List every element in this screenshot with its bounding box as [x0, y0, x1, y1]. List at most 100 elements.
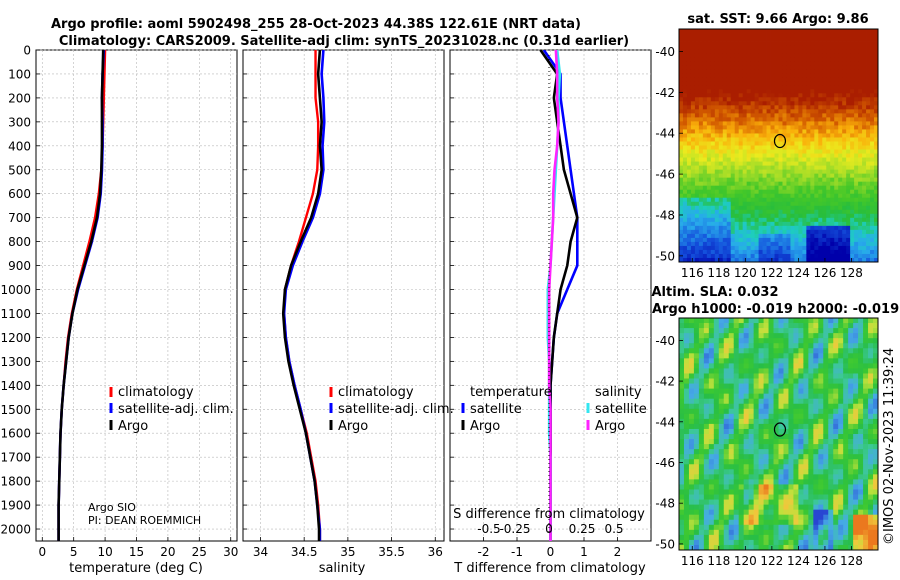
map-cell — [773, 499, 779, 506]
map-cell — [722, 209, 728, 215]
map-cell — [682, 157, 688, 162]
map-cell — [803, 378, 809, 384]
map-cell — [868, 338, 874, 344]
map-cell — [822, 137, 827, 142]
map-cell — [726, 49, 732, 54]
map-cell — [746, 237, 752, 243]
map-cell — [866, 189, 871, 195]
map-cell — [854, 81, 859, 86]
map-cell — [730, 149, 736, 154]
map-cell — [838, 109, 843, 114]
map-cell — [698, 378, 705, 384]
map-cell — [768, 408, 774, 415]
map-cell — [742, 49, 748, 54]
map-cell — [742, 97, 748, 102]
map-cell — [774, 97, 779, 102]
map-cell — [833, 449, 839, 455]
map-cell — [822, 177, 827, 183]
map-cell — [726, 121, 732, 126]
map-cell — [753, 454, 760, 460]
map-cell — [746, 125, 752, 130]
map-cell — [726, 245, 732, 251]
map-cell — [728, 434, 735, 440]
map-cell — [788, 403, 794, 410]
map-cell — [722, 245, 728, 251]
map-cell — [823, 474, 829, 480]
map-cell — [682, 221, 688, 227]
map-cell — [786, 145, 791, 150]
map-cell — [873, 398, 879, 405]
map-cell — [846, 193, 851, 199]
map-cell — [838, 323, 844, 329]
map-cell — [730, 113, 736, 118]
map-cell — [706, 225, 712, 231]
map-cell — [830, 249, 835, 255]
map-cell — [868, 328, 874, 334]
map-cell — [798, 149, 803, 154]
map-cell — [738, 69, 744, 74]
map-cell — [823, 524, 829, 531]
map-cell — [758, 257, 763, 263]
map-cell — [842, 113, 847, 118]
map-cell — [838, 37, 843, 42]
map-cell — [718, 423, 725, 430]
map-cell — [762, 65, 767, 70]
map-cell — [790, 113, 795, 118]
map-cell — [748, 434, 755, 440]
map-cell — [713, 318, 720, 324]
map-cell — [813, 328, 819, 334]
map-cell — [833, 413, 839, 420]
map-cell — [742, 85, 748, 90]
map-cell — [710, 221, 716, 227]
map-cell — [758, 217, 763, 223]
temperature-xlabel: temperature (deg C) — [69, 561, 203, 576]
map-cell — [782, 73, 787, 78]
map-cell — [833, 489, 839, 495]
map-cell — [748, 408, 755, 415]
map-cell — [762, 125, 767, 130]
map-cell — [703, 428, 710, 435]
map-cell — [738, 61, 744, 66]
map-cell — [746, 45, 752, 50]
map-cell — [846, 249, 851, 255]
map-cell — [770, 197, 775, 203]
map-cell — [842, 117, 847, 122]
map-cell — [679, 539, 685, 546]
map-cell — [782, 225, 787, 231]
map-cell — [758, 383, 764, 390]
map-cell — [782, 53, 787, 58]
map-cell — [768, 358, 774, 364]
map-cell — [710, 137, 716, 142]
map-cell — [750, 129, 756, 134]
map-cell — [783, 353, 789, 359]
map-cell — [843, 353, 849, 359]
map-cell — [733, 529, 740, 536]
map-cell — [718, 524, 725, 531]
map-cell — [693, 499, 700, 506]
map-cell — [826, 165, 831, 171]
map-cell — [838, 464, 844, 470]
map-cell — [723, 514, 730, 521]
map-cell — [838, 534, 844, 541]
map-cell — [853, 423, 859, 430]
map-cell — [706, 57, 712, 62]
map-cell — [842, 241, 847, 247]
map-cell — [773, 368, 779, 374]
map-cell — [762, 85, 767, 90]
map-cell — [834, 121, 839, 126]
map-cell — [850, 93, 855, 98]
map-cell — [778, 403, 784, 410]
map-cell — [703, 509, 710, 516]
map-cell — [748, 368, 755, 374]
map-cell — [874, 209, 879, 215]
map-cell — [698, 169, 704, 175]
map-cell — [814, 177, 819, 183]
map-cell — [798, 333, 804, 339]
y-tick-label: 600 — [8, 187, 31, 201]
map-cell — [813, 499, 819, 506]
map-cell — [768, 428, 774, 435]
map-cell — [793, 318, 799, 324]
map-cell — [766, 197, 771, 203]
map-cell — [679, 61, 684, 66]
map-cell — [722, 81, 728, 86]
